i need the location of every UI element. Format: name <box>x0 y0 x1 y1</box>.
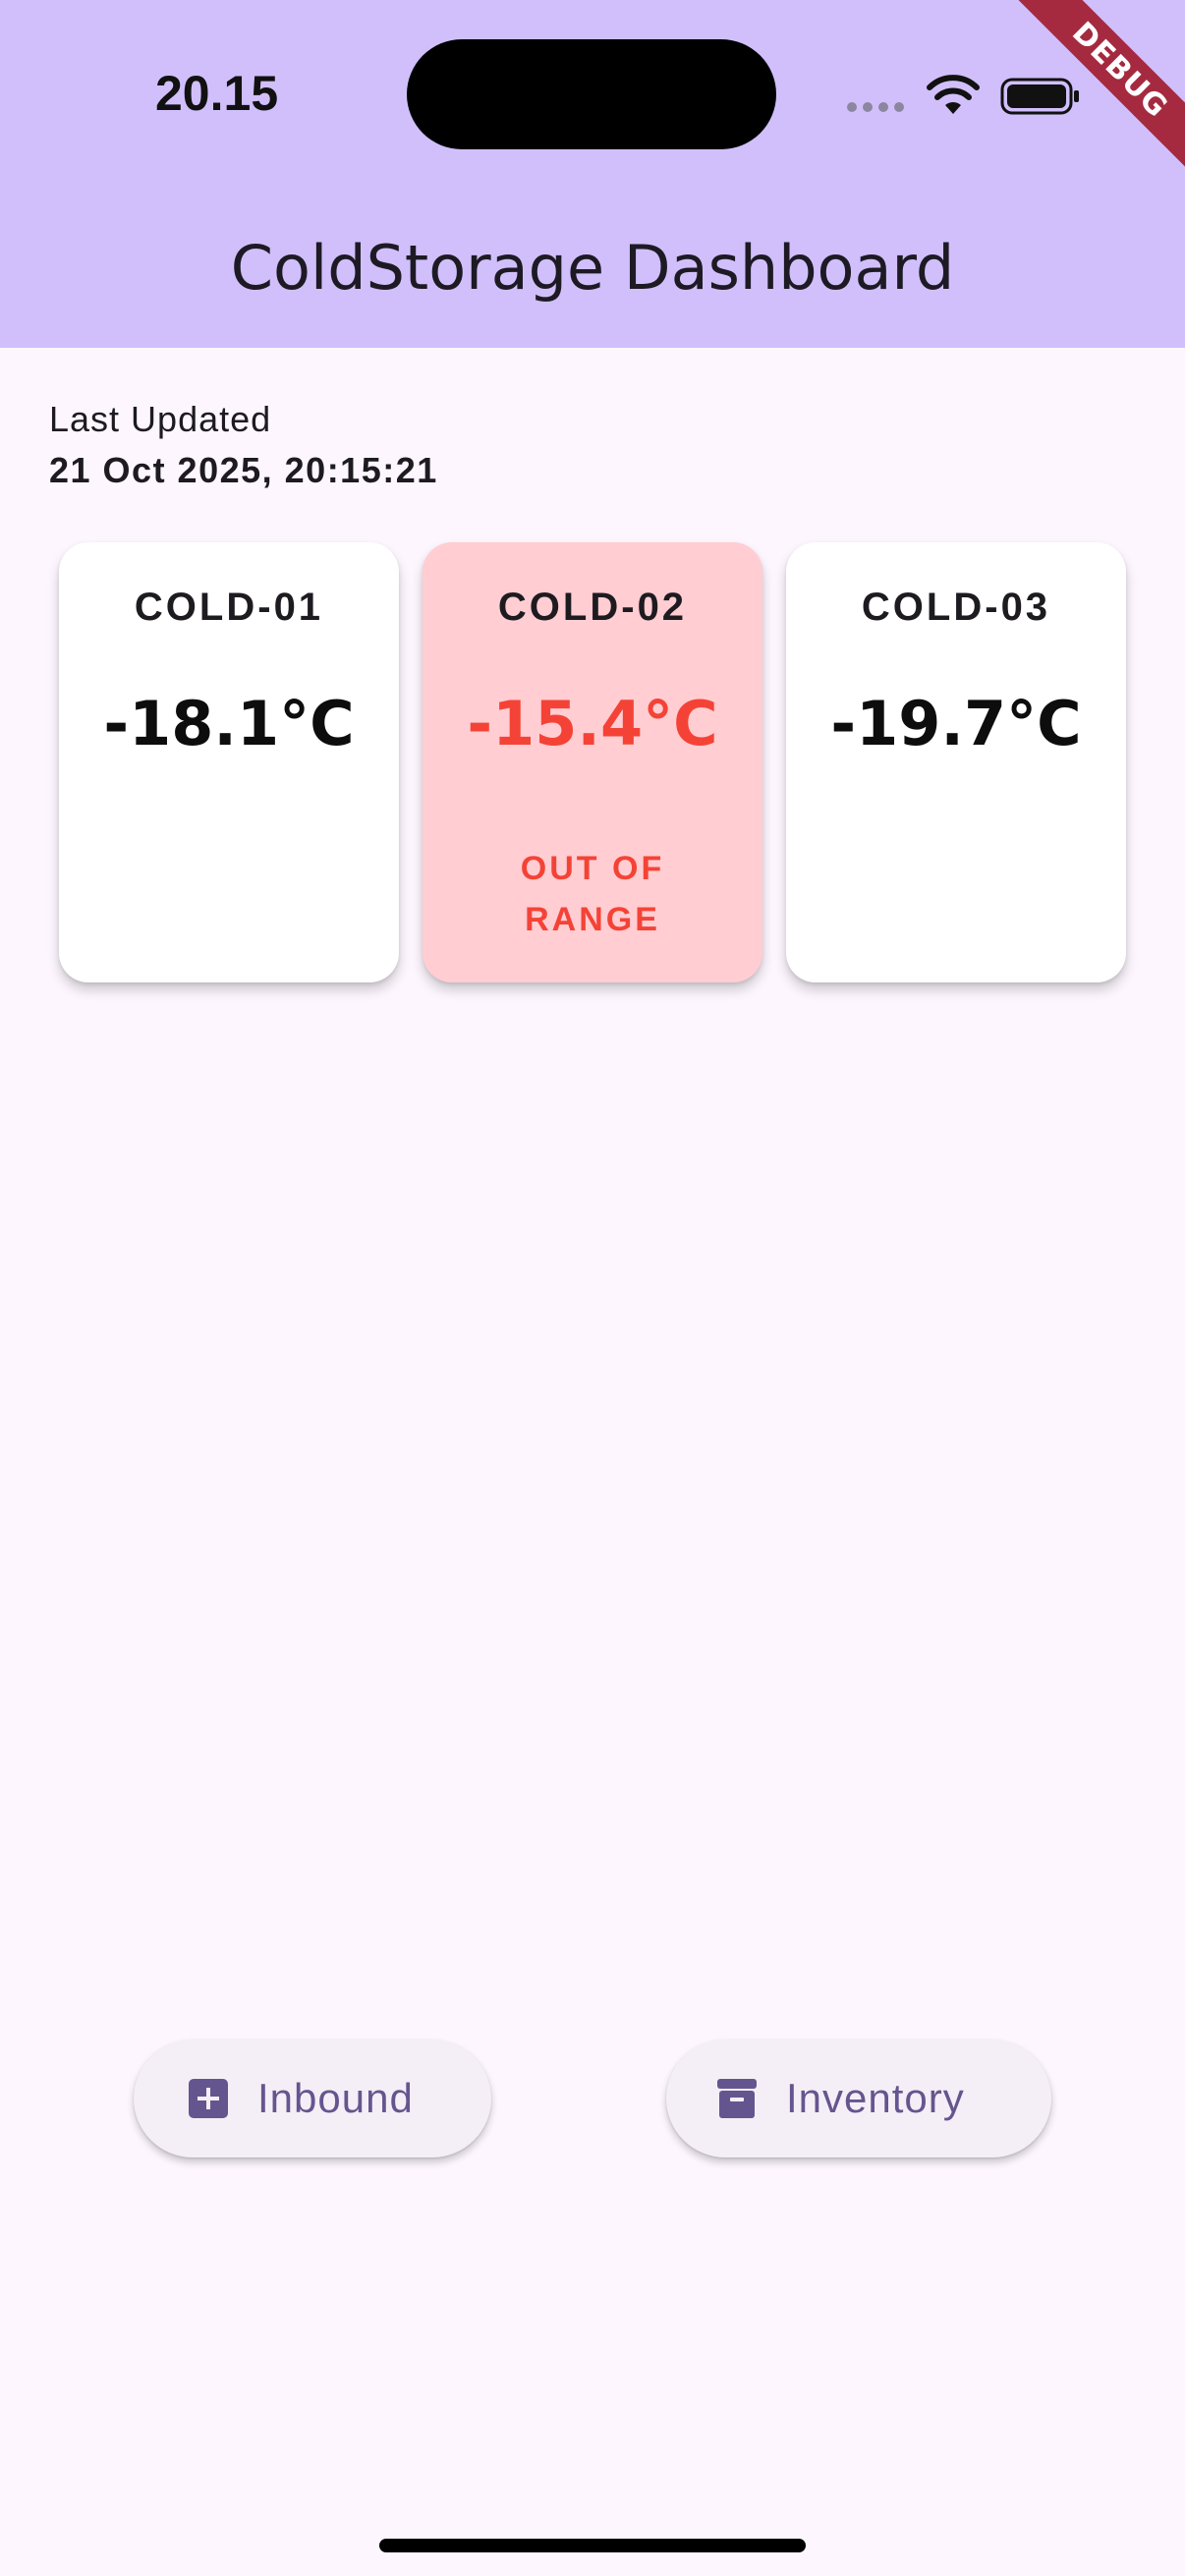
page-title: ColdStorage Dashboard <box>230 232 955 304</box>
inbound-button-label: Inbound <box>257 2075 414 2121</box>
inventory-button-label: Inventory <box>786 2075 965 2121</box>
wifi-icon <box>927 75 980 114</box>
storage-card-cold-03[interactable]: COLD-03 -19.7°C <box>786 542 1126 982</box>
add-box-icon <box>189 2079 228 2118</box>
status-time: 20.15 <box>155 66 279 121</box>
storage-card-temperature: -19.7°C <box>830 688 1082 759</box>
storage-card-name: COLD-03 <box>861 586 1051 629</box>
inbound-button[interactable]: Inbound <box>134 2040 491 2157</box>
battery-icon <box>1000 78 1079 115</box>
cellular-signal-icon <box>847 102 904 112</box>
storage-unit-cards: COLD-01 -18.1°C COLD-02 -15.4°C OUT OF R… <box>59 542 1126 982</box>
last-updated-value: 21 Oct 2025, 20:15:21 <box>49 450 438 490</box>
storage-card-cold-02[interactable]: COLD-02 -15.4°C OUT OF RANGE <box>423 542 762 982</box>
dynamic-island <box>407 39 776 149</box>
storage-card-temperature: -15.4°C <box>467 688 718 759</box>
last-updated-label: Last Updated <box>49 399 272 439</box>
storage-card-name: COLD-01 <box>134 586 324 629</box>
home-indicator[interactable] <box>379 2539 806 2552</box>
storage-card-status: OUT OF RANGE <box>520 850 665 938</box>
storage-card-temperature: -18.1°C <box>103 688 355 759</box>
archive-icon <box>717 2079 757 2118</box>
storage-card-name: COLD-02 <box>497 586 688 629</box>
app-bar: 20.15 DEBUG ColdStorage Dashboard <box>0 0 1185 348</box>
inventory-button[interactable]: Inventory <box>666 2040 1051 2157</box>
storage-card-cold-01[interactable]: COLD-01 -18.1°C <box>59 542 399 982</box>
